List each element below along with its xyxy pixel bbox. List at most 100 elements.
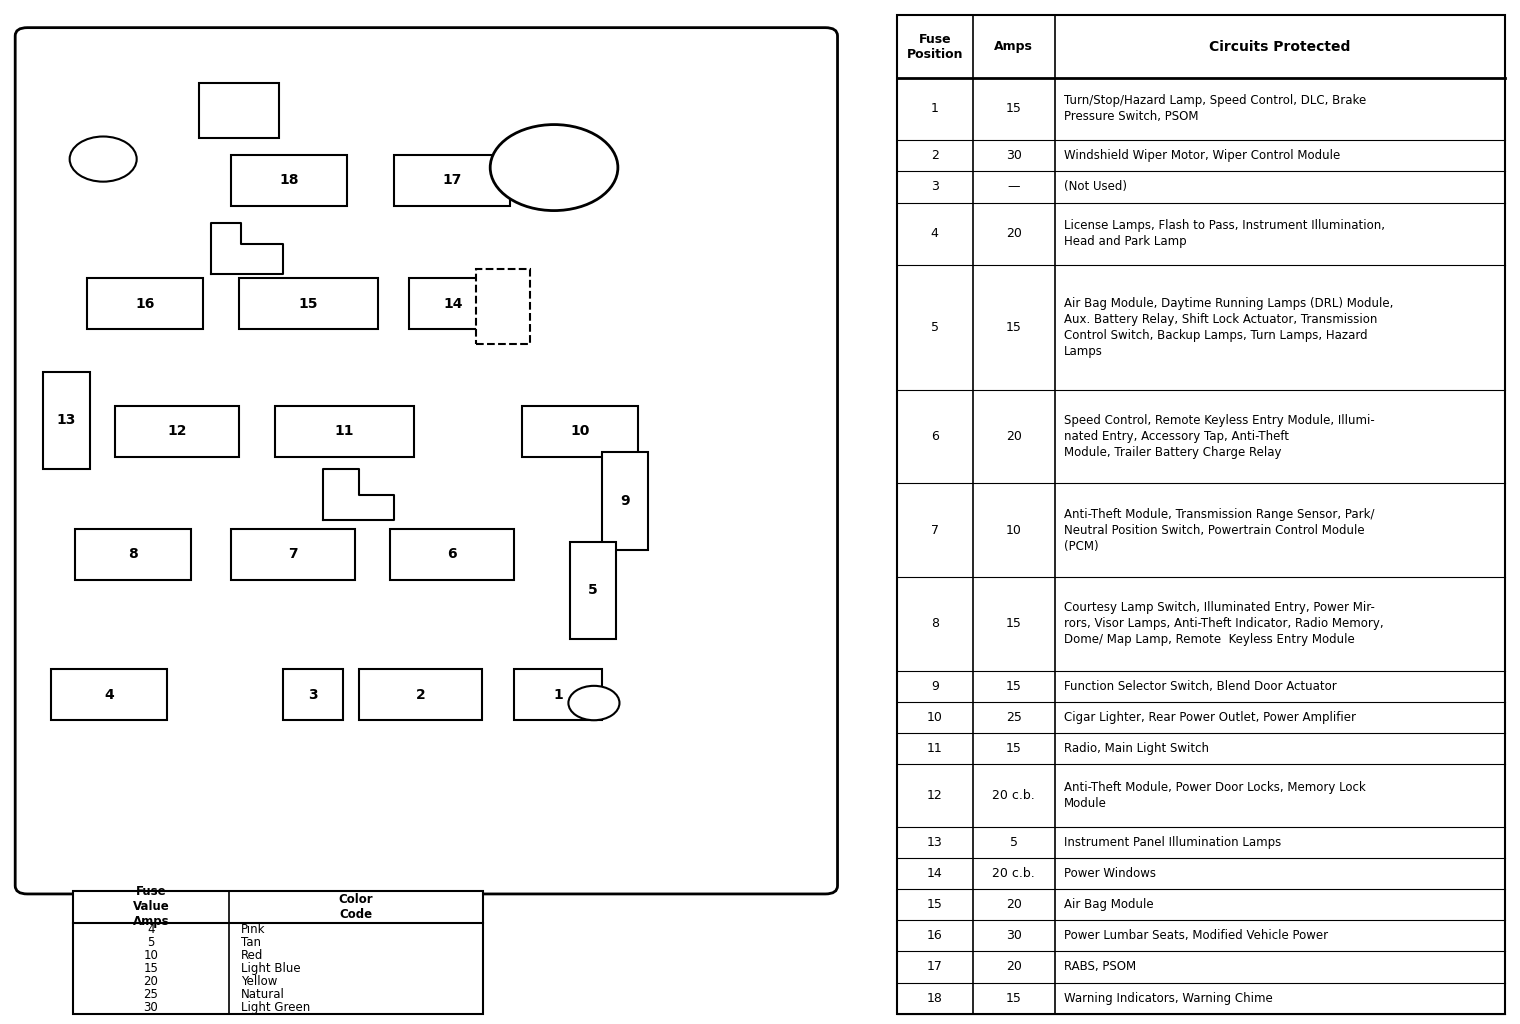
Text: 15: 15 [1006, 991, 1021, 1005]
Bar [391, 528, 514, 580]
Text: Courtesy Lamp Switch, Illuminated Entry, Power Mir-
rors, Visor Lamps, Anti-Thef: Courtesy Lamp Switch, Illuminated Entry,… [1064, 601, 1383, 646]
Text: Circuits Protected: Circuits Protected [1208, 40, 1351, 53]
Text: 11: 11 [927, 742, 942, 755]
Circle shape [70, 136, 137, 181]
Text: 15: 15 [299, 297, 318, 310]
Bar [87, 279, 202, 329]
Text: Amps: Amps [994, 40, 1034, 53]
Bar [52, 669, 167, 720]
Text: Turn/Stop/Hazard Lamp, Speed Control, DLC, Brake
Pressure Switch, PSOM: Turn/Stop/Hazard Lamp, Speed Control, DL… [1064, 94, 1366, 124]
Text: 20: 20 [1006, 898, 1021, 911]
Text: 7: 7 [287, 547, 298, 561]
Text: 1: 1 [553, 687, 562, 701]
Text: 25: 25 [143, 988, 158, 1000]
Text: 7: 7 [930, 523, 939, 537]
Text: 15: 15 [1006, 102, 1021, 116]
Text: 11: 11 [334, 424, 354, 438]
Text: 9: 9 [930, 680, 939, 692]
Text: 20: 20 [1006, 961, 1021, 974]
Text: 15: 15 [143, 962, 158, 975]
Bar [359, 669, 482, 720]
Text: RABS, PSOM: RABS, PSOM [1064, 961, 1135, 974]
Text: 25: 25 [1006, 711, 1021, 724]
Text: 20: 20 [143, 975, 158, 988]
Text: 2: 2 [415, 687, 426, 701]
Text: Light Blue: Light Blue [242, 962, 301, 975]
Text: Fuse
Position: Fuse Position [906, 33, 964, 60]
Text: 17: 17 [927, 961, 942, 974]
Text: 20: 20 [1006, 227, 1021, 241]
Bar [116, 406, 239, 457]
Circle shape [489, 125, 619, 211]
Text: Tan: Tan [242, 936, 261, 949]
Text: (Not Used): (Not Used) [1064, 180, 1126, 194]
Bar [73, 891, 483, 1014]
Text: 10: 10 [927, 711, 942, 724]
Text: 4: 4 [930, 227, 939, 241]
Text: Color
Code: Color Code [339, 893, 374, 921]
Bar [239, 279, 378, 329]
Text: Pink: Pink [242, 923, 266, 936]
Text: 2: 2 [930, 150, 939, 162]
Text: 9: 9 [620, 495, 629, 508]
Text: 20 c.b.: 20 c.b. [993, 788, 1035, 802]
Text: Light Green: Light Green [242, 1000, 310, 1014]
FancyBboxPatch shape [15, 28, 838, 894]
Text: 15: 15 [1006, 617, 1021, 630]
Text: 15: 15 [927, 898, 942, 911]
Text: —: — [1008, 180, 1020, 194]
Text: 12: 12 [927, 788, 942, 802]
Text: 10: 10 [1006, 523, 1021, 537]
Bar [897, 15, 1505, 1014]
Bar [476, 268, 530, 343]
Bar [602, 453, 648, 550]
Text: 30: 30 [1006, 150, 1021, 162]
Text: 15: 15 [1006, 680, 1021, 692]
Text: Speed Control, Remote Keyless Entry Module, Illumi-
nated Entry, Accessory Tap, : Speed Control, Remote Keyless Entry Modu… [1064, 414, 1374, 459]
Text: 14: 14 [442, 297, 462, 310]
Bar [570, 542, 616, 639]
Text: 6: 6 [447, 547, 458, 561]
Text: License Lamps, Flash to Pass, Instrument Illumination,
Head and Park Lamp: License Lamps, Flash to Pass, Instrument… [1064, 219, 1385, 248]
Bar [523, 406, 638, 457]
Bar [275, 406, 415, 457]
Text: Warning Indicators, Warning Chime: Warning Indicators, Warning Chime [1064, 991, 1272, 1005]
Bar [514, 669, 602, 720]
Text: Red: Red [242, 949, 263, 962]
Text: 1: 1 [930, 102, 939, 116]
Text: Windshield Wiper Motor, Wiper Control Module: Windshield Wiper Motor, Wiper Control Mo… [1064, 150, 1341, 162]
Bar [199, 83, 278, 138]
Text: 8: 8 [930, 617, 939, 630]
Text: 4: 4 [147, 923, 155, 936]
Text: 14: 14 [927, 867, 942, 880]
Bar [231, 528, 354, 580]
Text: Function Selector Switch, Blend Door Actuator: Function Selector Switch, Blend Door Act… [1064, 680, 1336, 692]
Text: 12: 12 [167, 424, 187, 438]
Text: 18: 18 [927, 991, 942, 1005]
Text: Cigar Lighter, Rear Power Outlet, Power Amplifier: Cigar Lighter, Rear Power Outlet, Power … [1064, 711, 1356, 724]
Text: 20 c.b.: 20 c.b. [993, 867, 1035, 880]
Text: Power Windows: Power Windows [1064, 867, 1157, 880]
Text: 15: 15 [1006, 321, 1021, 334]
Text: Radio, Main Light Switch: Radio, Main Light Switch [1064, 742, 1208, 755]
Bar [43, 372, 90, 469]
Text: 16: 16 [135, 297, 155, 310]
Text: 5: 5 [147, 936, 155, 949]
Text: 17: 17 [442, 173, 462, 187]
Text: 18: 18 [280, 173, 298, 187]
Text: 16: 16 [927, 929, 942, 942]
Text: 3: 3 [309, 687, 318, 701]
Text: 13: 13 [56, 414, 76, 427]
Circle shape [568, 686, 620, 720]
Text: 4: 4 [105, 687, 114, 701]
Text: Yellow: Yellow [242, 975, 278, 988]
Text: 20: 20 [1006, 430, 1021, 443]
Text: Air Bag Module: Air Bag Module [1064, 898, 1154, 911]
Text: 5: 5 [588, 584, 597, 597]
Text: Fuse
Value
Amps: Fuse Value Amps [132, 886, 169, 929]
Text: Air Bag Module, Daytime Running Lamps (DRL) Module,
Aux. Battery Relay, Shift Lo: Air Bag Module, Daytime Running Lamps (D… [1064, 297, 1394, 357]
Bar [283, 669, 342, 720]
Bar [409, 279, 497, 329]
Text: Instrument Panel Illumination Lamps: Instrument Panel Illumination Lamps [1064, 836, 1281, 849]
Text: 10: 10 [143, 949, 158, 962]
